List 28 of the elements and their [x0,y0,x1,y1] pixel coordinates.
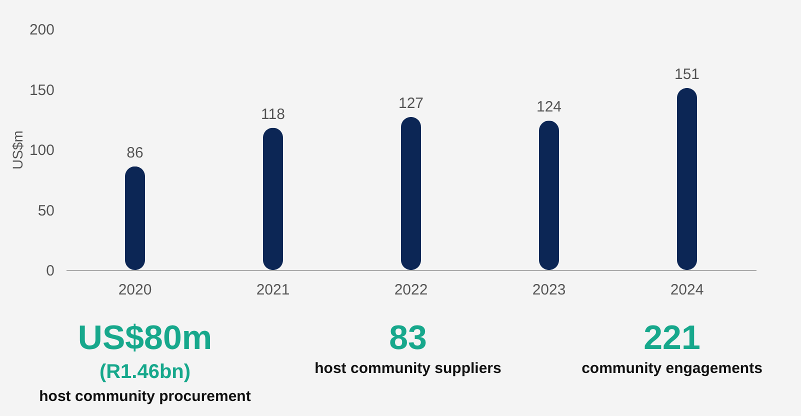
bar [125,166,145,270]
data-label: 124 [536,98,562,116]
y-tick-label: 0 [46,262,54,280]
y-tick-label: 150 [29,82,54,99]
text: US$80m [76,318,214,358]
x-tick-label: 2023 [532,282,566,298]
text: (R1.46bn) [98,360,192,385]
text: host community suppliers [314,359,502,379]
text: 83 [388,318,428,358]
y-tick-label: 50 [38,202,54,220]
bar [677,88,697,270]
x-tick-label: 2022 [394,282,428,298]
data-label: 151 [674,66,700,84]
y-tick-label: 100 [29,142,54,159]
x-tick-label: 2021 [256,282,290,298]
bar [263,128,283,270]
data-label: 86 [126,144,144,162]
bar [539,120,559,270]
text: host community procurement [38,387,252,407]
x-tick-label: 2020 [118,282,152,298]
y-tick-label: 200 [29,22,54,38]
text: 221 [642,318,702,358]
bar [401,116,421,270]
y-axis-title: US$m [9,130,26,170]
x-tick-label: 2024 [670,282,704,298]
data-label: 127 [398,94,424,112]
data-label: 118 [261,106,285,123]
text: community engagements [580,359,764,379]
